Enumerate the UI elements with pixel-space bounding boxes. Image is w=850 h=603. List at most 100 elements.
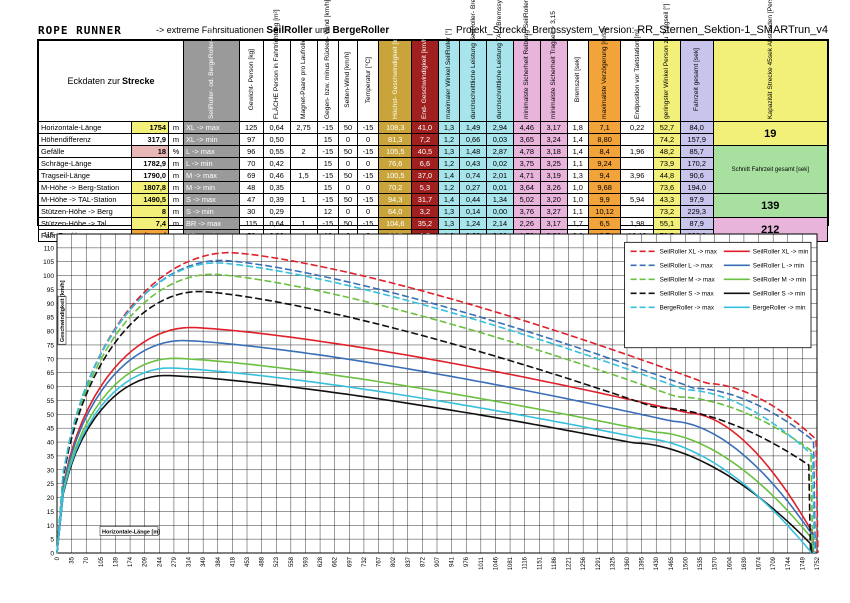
column-header-label: End- Geschwindigkeit [km/h] bbox=[421, 35, 429, 119]
table-cell: 0,35 bbox=[262, 181, 291, 194]
x-tick-label: 1256 bbox=[581, 556, 587, 570]
table-cell: 115 bbox=[238, 217, 264, 230]
table-cell: 0,01 bbox=[485, 181, 514, 194]
table-cell: 40,5 bbox=[411, 145, 439, 158]
table-cell: 5,94 bbox=[620, 193, 655, 206]
x-tick-label: 628 bbox=[318, 556, 324, 567]
table-cell: 1,8 bbox=[566, 121, 589, 134]
table-cell: 100,5 bbox=[378, 169, 412, 182]
table-cell: 125 bbox=[238, 121, 264, 134]
table-cell: 0,00 bbox=[485, 205, 514, 218]
table-cell: 1,48 bbox=[459, 145, 487, 158]
table-cell: 0,27 bbox=[459, 181, 487, 194]
eckdaten-label: Gefälle bbox=[38, 145, 132, 158]
series-line bbox=[56, 273, 814, 554]
table-cell: 73,9 bbox=[653, 157, 681, 170]
eckdaten-value: 1807,8 bbox=[131, 181, 169, 194]
table-cell: 3,19 bbox=[539, 169, 568, 182]
y-tick-label: 70 bbox=[47, 356, 55, 363]
column-header: Höchst- Geschwindigkeit [km/h] bbox=[378, 27, 412, 122]
table-cell: XL -> max bbox=[183, 121, 240, 134]
table-cell: 105,5 bbox=[378, 145, 412, 158]
x-tick-label: 802 bbox=[391, 556, 397, 567]
table-cell: 15 bbox=[316, 157, 340, 170]
x-tick-label: 174 bbox=[128, 556, 134, 567]
subtitle-seilroller: SeilRoller bbox=[266, 25, 313, 36]
table-cell: 7,1 bbox=[587, 121, 622, 134]
table-cell bbox=[289, 181, 318, 194]
table-cell: 48,2 bbox=[653, 145, 681, 158]
table-cell: 3,96 bbox=[620, 169, 655, 182]
table-cell: 2,75 bbox=[289, 121, 318, 134]
x-tick-label: 872 bbox=[420, 556, 426, 567]
table-cell: 64,0 bbox=[378, 205, 412, 218]
table-cell: 1,5 bbox=[289, 169, 318, 182]
table-cell: 73,2 bbox=[653, 205, 681, 218]
table-cell bbox=[289, 157, 318, 170]
table-cell: 47 bbox=[238, 193, 264, 206]
column-header: Fahrzeit gesamt [sek] bbox=[679, 40, 714, 122]
table-cell: 10,12 bbox=[587, 205, 622, 218]
table-cell: 0 bbox=[356, 205, 380, 218]
table-cell: 44,8 bbox=[653, 169, 681, 182]
x-tick-label: 279 bbox=[172, 556, 178, 567]
eckdaten-label: Tragseil-Länge bbox=[38, 169, 132, 182]
capacity-cell: 139 bbox=[712, 193, 828, 218]
table-cell: 15 bbox=[316, 181, 340, 194]
table-cell: 0,39 bbox=[262, 193, 291, 206]
x-tick-label: 907 bbox=[435, 556, 441, 567]
table-cell: 70,2 bbox=[378, 181, 412, 194]
eckdaten-label: Stützen-Höhe -> Berg bbox=[38, 205, 132, 218]
x-tick-label: 1570 bbox=[713, 556, 719, 570]
x-tick-label: 837 bbox=[406, 556, 412, 567]
column-header-label: maximalste Verzögerung [m/s²] bbox=[601, 28, 609, 119]
x-tick-label: 139 bbox=[113, 556, 119, 567]
table-cell: 4,71 bbox=[512, 169, 541, 182]
table-cell: L -> min bbox=[183, 157, 240, 170]
x-tick-label: 1639 bbox=[742, 556, 748, 570]
eckdaten-title-prefix: Eckdaten zur bbox=[67, 76, 120, 86]
table-cell: -15 bbox=[316, 145, 340, 158]
table-cell: 1,3 bbox=[566, 169, 589, 182]
x-axis-label: Horizontale-Länge [m] bbox=[102, 530, 160, 536]
y-tick-label: 75 bbox=[47, 342, 55, 349]
column-header: End- Geschwindigkeit [km/h] bbox=[411, 35, 439, 122]
table-cell: 0,55 bbox=[262, 145, 291, 158]
eckdaten-label: Horizontale-Länge bbox=[38, 121, 132, 134]
table-cell: 9,68 bbox=[587, 181, 622, 194]
table-cell: 3,27 bbox=[539, 205, 568, 218]
x-tick-label: 1604 bbox=[727, 556, 733, 570]
column-header: geringster Winkel Person zu Tragseil [°] bbox=[653, 3, 681, 122]
table-cell: 15 bbox=[316, 133, 340, 146]
y-tick-label: 90 bbox=[47, 301, 55, 308]
y-tick-label: 95 bbox=[47, 287, 55, 294]
eckdaten-title-bold: Strecke bbox=[122, 76, 155, 86]
x-tick-label: 1535 bbox=[698, 556, 704, 570]
column-header-label: Bremszeit [sek] bbox=[574, 57, 582, 103]
table-cell: 7,2 bbox=[411, 133, 439, 146]
series-line bbox=[56, 339, 814, 554]
x-tick-label: 1752 bbox=[815, 556, 821, 570]
table-cell: 2,01 bbox=[485, 169, 514, 182]
table-cell: 0,74 bbox=[459, 169, 487, 182]
table-cell: 2 bbox=[289, 145, 318, 158]
table-cell: 97,9 bbox=[679, 193, 714, 206]
subtitle-bergeroller: BergeRoller bbox=[332, 25, 390, 36]
table-cell: 50 bbox=[338, 145, 358, 158]
x-tick-label: 105 bbox=[99, 556, 105, 567]
table-cell: 1,34 bbox=[485, 193, 514, 206]
header: ROPE RUNNER -> extreme Fahrsituationen S… bbox=[38, 24, 828, 38]
y-tick-label: 105 bbox=[43, 259, 54, 266]
table-cell: 229,3 bbox=[679, 205, 714, 218]
x-tick-label: 1709 bbox=[771, 556, 777, 570]
table-cell: 41,0 bbox=[411, 121, 439, 134]
capacity-cell: 19 bbox=[712, 121, 828, 146]
table-cell: 1,4 bbox=[437, 169, 461, 182]
x-tick-label: 384 bbox=[216, 556, 222, 567]
column-header: Magnet-Paare pro Laufrolle bbox=[289, 39, 318, 122]
table-cell: 8,4 bbox=[587, 145, 622, 158]
eckdaten-label: Schräge-Länge bbox=[38, 157, 132, 170]
x-tick-label: 523 bbox=[274, 556, 280, 567]
table-row: Horizontale-Länge 1754 m XL -> max 125 0,64 2,… bbox=[38, 121, 828, 146]
table-cell: 76,6 bbox=[378, 157, 412, 170]
